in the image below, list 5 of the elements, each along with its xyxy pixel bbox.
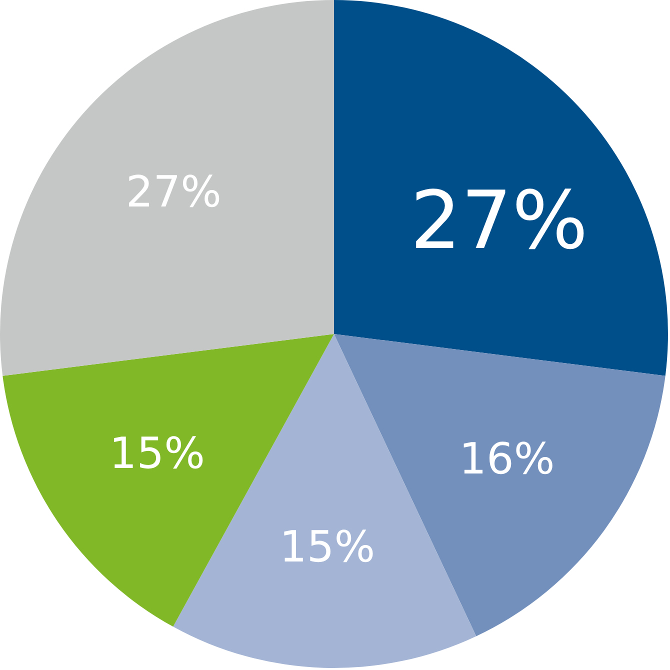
data-label: 15%	[279, 522, 376, 573]
data-label: 27%	[410, 174, 588, 267]
data-label: 15%	[109, 429, 205, 480]
data-label: 16%	[459, 434, 555, 485]
data-label: 27%	[126, 168, 222, 218]
